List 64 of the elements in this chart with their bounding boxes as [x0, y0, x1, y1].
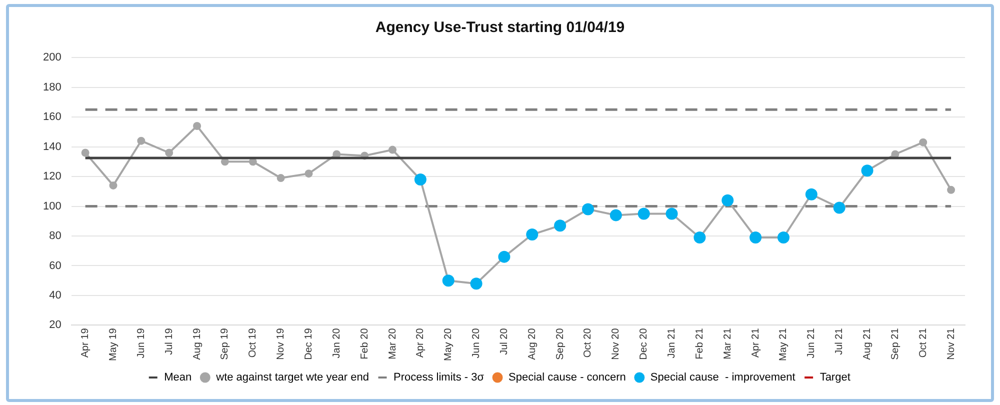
x-tick-label: Oct 21 — [918, 328, 929, 358]
x-tick-label: Aug 19 — [192, 328, 203, 360]
point — [947, 186, 956, 194]
legend-label: Target — [820, 372, 850, 384]
x-tick-label: May 20 — [443, 328, 454, 362]
x-tick-label: Jun 20 — [471, 328, 482, 358]
point — [81, 148, 90, 157]
point — [137, 136, 146, 145]
x-tick-label: Oct 20 — [582, 328, 594, 358]
point — [304, 170, 313, 178]
x-tick-label: Jul 19 — [164, 328, 175, 355]
x-tick-label: Jul 20 — [498, 328, 510, 355]
y-tick-label: 40 — [49, 290, 62, 302]
point — [276, 174, 285, 182]
point — [165, 148, 174, 157]
y-tick-label: 120 — [42, 170, 62, 183]
legend-label: Process limits - 3σ — [393, 372, 484, 384]
chart-title: Agency Use-Trust starting 01/04/19 — [374, 19, 626, 36]
x-tick-label: Mar 20 — [387, 328, 398, 360]
x-tick-label: Nov 20 — [610, 328, 622, 360]
x-tick-label: Jun 21 — [806, 328, 818, 358]
x-tick-label: Apr 19 — [80, 328, 92, 358]
x-tick-label: Aug 20 — [526, 328, 538, 360]
point — [193, 122, 202, 130]
point — [388, 146, 397, 154]
point — [109, 181, 118, 190]
point — [582, 203, 594, 216]
x-tick-label: Mar 21 — [722, 328, 734, 360]
x-tick-label: Feb 21 — [694, 328, 706, 360]
y-tick-label: 60 — [49, 260, 62, 272]
x-tick-label: Jan 20 — [331, 328, 342, 358]
x-tick-label: Feb 20 — [359, 328, 370, 360]
x-tick-label: Nov 21 — [946, 328, 957, 360]
legend-label: wte against target wte year end — [215, 372, 370, 384]
x-tick-label: Jan 21 — [666, 328, 678, 358]
point — [777, 231, 790, 244]
y-tick-label: 180 — [42, 81, 62, 94]
y-tick-label: 200 — [42, 52, 62, 64]
y-tick-label: 80 — [49, 230, 62, 242]
point — [750, 231, 762, 244]
legend-label: Special cause - concern — [508, 372, 626, 384]
x-tick-label: Sep 19 — [220, 328, 231, 360]
point — [694, 231, 706, 244]
point — [919, 138, 928, 146]
legend-label: Special cause - improvement — [650, 372, 796, 384]
x-tick-label: Dec 20 — [638, 328, 650, 360]
y-tick-label: 140 — [42, 140, 62, 153]
point — [414, 174, 426, 186]
x-tick-label: May 21 — [778, 328, 790, 362]
x-tick-label: Nov 19 — [276, 328, 287, 360]
x-tick-label: Aug 21 — [862, 328, 874, 360]
x-tick-label: Oct 19 — [248, 328, 259, 358]
y-tick-label: 20 — [49, 319, 62, 332]
x-tick-label: Jun 19 — [136, 328, 147, 358]
x-tick-label: Sep 20 — [554, 328, 566, 360]
x-tick-label: May 19 — [108, 328, 119, 362]
x-tick-label: Dec 19 — [303, 328, 314, 360]
y-tick-label: 160 — [42, 111, 62, 124]
x-tick-label: Jul 21 — [834, 328, 846, 355]
x-tick-label: Sep 21 — [890, 328, 901, 360]
x-tick-label: Apr 21 — [750, 328, 762, 358]
x-tick-label: Apr 20 — [415, 328, 426, 358]
legend-label: Mean — [164, 372, 192, 384]
y-tick-label: 100 — [42, 200, 62, 212]
